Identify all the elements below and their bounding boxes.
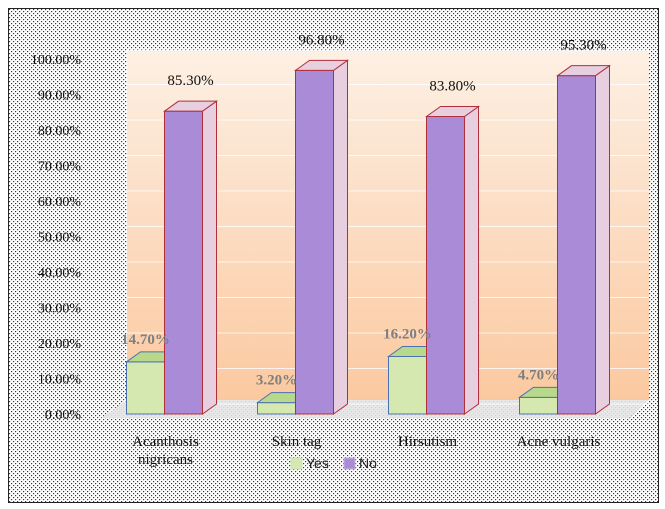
x-category-label: Skin tag xyxy=(272,434,322,450)
data-label-yes: 3.20% xyxy=(256,373,297,389)
chart-frame: 0.00% 10.00% 20.00% 30.00% 40.00% 50.00% 60.00… xyxy=(8,8,659,503)
data-label-no: 95.30% xyxy=(560,38,606,54)
y-tick-label: 10.00% xyxy=(38,373,82,388)
bar-no xyxy=(555,64,612,415)
bar-no-top xyxy=(162,100,219,112)
x-category-label-line: Acne vulgaris xyxy=(517,434,601,450)
bar-no-side xyxy=(333,59,348,415)
legend-label-no: No xyxy=(359,455,377,471)
x-category-label-line: nigricans xyxy=(138,452,193,468)
data-label-no: 85.30% xyxy=(167,73,213,89)
bar-no-top xyxy=(293,59,350,71)
legend: Yes No xyxy=(290,455,377,471)
bar-no-top xyxy=(555,65,612,77)
legend-swatch-yes xyxy=(290,457,303,470)
data-label-yes: 4.70% xyxy=(518,367,559,383)
data-label-yes: 16.20% xyxy=(383,326,432,342)
legend-label-yes: Yes xyxy=(306,455,329,471)
x-category-label: Acanthosis nigricans xyxy=(132,434,199,468)
y-tick-label: 40.00% xyxy=(38,266,82,281)
bar-no xyxy=(424,105,481,415)
y-tick-label: 60.00% xyxy=(38,195,82,210)
x-category-label-line: Hirsutism xyxy=(398,434,458,450)
y-tick-label: 30.00% xyxy=(38,302,82,317)
y-tick-label: 20.00% xyxy=(38,337,82,352)
y-tick-label: 80.00% xyxy=(38,124,82,139)
bar-no-front xyxy=(426,116,465,415)
bar-chart: 0.00% 10.00% 20.00% 30.00% 40.00% 50.00% 60.00… xyxy=(9,9,658,502)
bar-no-side xyxy=(202,100,217,415)
bar-yes-front xyxy=(257,402,296,415)
bar-no-top xyxy=(424,106,481,118)
x-category-label-line: Skin tag xyxy=(272,434,322,450)
x-category-label: Acne vulgaris xyxy=(517,434,601,450)
bar-yes-front xyxy=(519,396,558,415)
data-label-no: 83.80% xyxy=(429,79,475,95)
bar-no-front xyxy=(164,110,203,415)
bar-no xyxy=(162,100,219,415)
bar-no-front xyxy=(557,75,596,415)
y-tick-label: 50.00% xyxy=(38,231,82,246)
x-category-label-line: Acanthosis xyxy=(132,434,199,450)
data-label-no: 96.80% xyxy=(298,32,344,48)
bar-no-side xyxy=(595,64,610,415)
y-tick-label: 90.00% xyxy=(38,89,82,104)
bar-yes-front xyxy=(126,361,165,415)
data-label-yes: 14.70% xyxy=(121,332,170,348)
y-tick-label: 100.00% xyxy=(31,53,82,68)
bar-yes-front xyxy=(388,355,427,415)
bar-no-front xyxy=(295,69,334,415)
y-tick-label: 70.00% xyxy=(38,160,82,175)
legend-swatch-no xyxy=(343,457,356,470)
x-category-label: Hirsutism xyxy=(398,434,458,450)
y-tick-label: 0.00% xyxy=(45,408,82,423)
bar-no xyxy=(293,59,350,415)
bar-no-side xyxy=(464,105,479,415)
